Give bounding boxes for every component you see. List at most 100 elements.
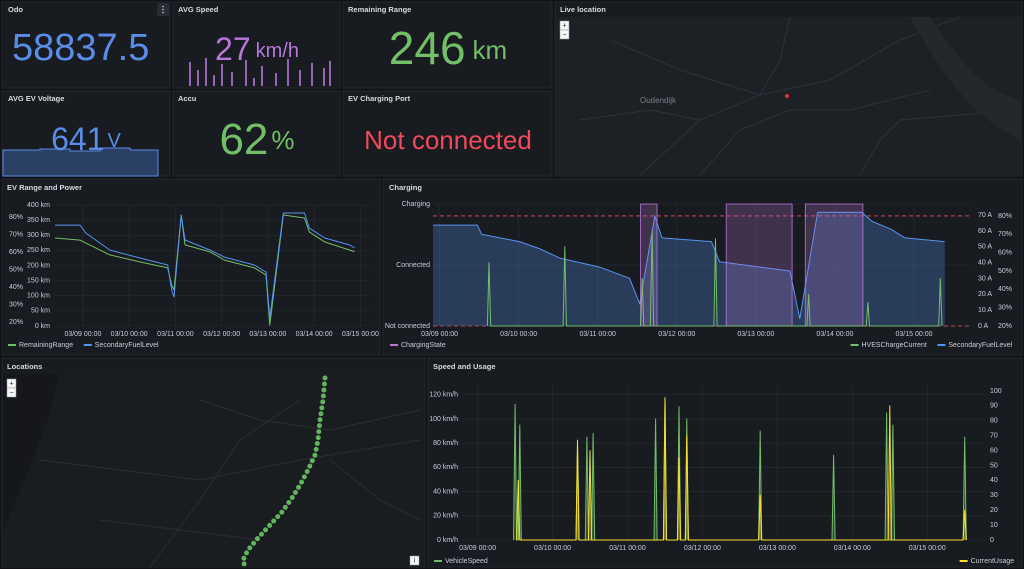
state-segment bbox=[725, 203, 793, 327]
menu-dot bbox=[162, 11, 164, 14]
map-sea bbox=[3, 374, 60, 530]
stat-value: 246 km bbox=[389, 22, 507, 74]
y2-tick-label: 30 bbox=[990, 492, 998, 499]
panel-title: Odo bbox=[8, 5, 23, 14]
legend-swatch bbox=[390, 344, 398, 346]
panel bbox=[342, 90, 553, 177]
y2-tick-label: 40% bbox=[9, 284, 23, 291]
x-tick-label: 03/09 00:00 bbox=[421, 331, 458, 338]
legend-label: HVESChargeCurrent bbox=[862, 342, 927, 349]
y2-tick-label: 80 bbox=[990, 418, 998, 425]
y3-tick-label: 30% bbox=[998, 304, 1012, 311]
y2-tick-label: 80% bbox=[9, 214, 23, 221]
map[interactable] bbox=[3, 374, 424, 567]
y2-tick-label: 20 A bbox=[978, 291, 992, 298]
x-tick-label: 03/09 00:00 bbox=[459, 545, 496, 552]
stat-unit: V bbox=[108, 130, 122, 152]
zoom-out-label: − bbox=[9, 389, 13, 396]
zoom-out[interactable] bbox=[559, 29, 570, 40]
x-tick-label: 03/15 00:00 bbox=[896, 331, 933, 338]
y-tick-label: 0 km/h bbox=[437, 537, 458, 544]
y2-tick-label: 70 bbox=[990, 433, 998, 440]
x-tick-label: 03/11 00:00 bbox=[579, 331, 616, 338]
info-label: i bbox=[414, 557, 416, 564]
y2-tick-label: 50 A bbox=[978, 244, 992, 251]
legend-swatch bbox=[850, 344, 859, 346]
y-tick-label: 80 km/h bbox=[433, 440, 458, 447]
x-tick-label: 03/10 00:00 bbox=[500, 331, 537, 338]
info-button[interactable] bbox=[409, 555, 420, 566]
legend-swatch bbox=[434, 560, 442, 562]
y-tick-label: 0 km bbox=[35, 323, 50, 330]
zoom-out[interactable] bbox=[6, 387, 17, 398]
panel bbox=[342, 1, 553, 89]
y3-tick-label: 20% bbox=[998, 323, 1012, 330]
x-tick-label: 03/13 00:00 bbox=[249, 331, 286, 338]
y2-tick-label: 0 A bbox=[978, 323, 988, 330]
series-line bbox=[55, 212, 355, 319]
stat-value: 58837.5 bbox=[12, 27, 149, 69]
stat-value: 62% bbox=[219, 115, 294, 164]
panel-title: AVG EV Voltage bbox=[8, 94, 64, 103]
x-tick-label: 03/10 00:00 bbox=[111, 331, 148, 338]
y-tick-label: 350 km bbox=[27, 217, 50, 224]
y2-tick-label: 20% bbox=[9, 319, 23, 326]
y2-tick-label: 40 A bbox=[978, 259, 992, 266]
x-tick-label: 03/09 00:00 bbox=[64, 331, 101, 338]
legend-label: RemainingRange bbox=[19, 342, 73, 349]
x-tick-label: 03/12 00:00 bbox=[658, 331, 695, 338]
y2-tick-label: 60 bbox=[990, 447, 998, 454]
y3-tick-label: 40% bbox=[998, 286, 1012, 293]
x-tick-label: 03/13 00:00 bbox=[737, 331, 774, 338]
legend-label: SecondaryFuelLevel bbox=[948, 342, 1012, 349]
y2-tick-label: 70 A bbox=[978, 212, 992, 219]
y2-tick-label: 30 A bbox=[978, 275, 992, 282]
y-tick-label: 300 km bbox=[27, 232, 50, 239]
panel bbox=[172, 90, 341, 177]
y-tick-label: 100 km/h bbox=[429, 416, 458, 423]
state-segment bbox=[804, 203, 864, 327]
x-tick-label: 03/11 00:00 bbox=[609, 545, 646, 552]
y2-tick-label: 40 bbox=[990, 477, 998, 484]
y-tick-label: 100 km bbox=[27, 293, 50, 300]
y-tick-label: 400 km bbox=[27, 202, 50, 209]
panel-title: Speed and Usage bbox=[433, 362, 496, 371]
x-tick-label: 03/12 00:00 bbox=[203, 331, 240, 338]
series-line bbox=[433, 211, 945, 320]
series-line bbox=[486, 230, 943, 327]
y-tick-label: Connected bbox=[396, 262, 430, 269]
stat-value: 641 V bbox=[51, 121, 121, 157]
y-tick-label: Not connected bbox=[385, 323, 430, 330]
legend-label: CurrentUsage bbox=[971, 558, 1015, 565]
x-tick-label: 03/15 00:00 bbox=[342, 331, 379, 338]
legend-swatch bbox=[959, 560, 968, 562]
x-tick-label: 03/12 00:00 bbox=[684, 545, 721, 552]
panel-title: Remaining Range bbox=[348, 5, 411, 14]
y-tick-label: 200 km bbox=[27, 262, 50, 269]
panel-title: EV Charging Port bbox=[348, 94, 411, 103]
y-tick-label: 20 km/h bbox=[433, 513, 458, 520]
y-tick-label: 250 km bbox=[27, 247, 50, 254]
y2-tick-label: 30% bbox=[9, 301, 23, 308]
zoom-in-label: + bbox=[9, 380, 13, 387]
menu-dot bbox=[162, 8, 164, 11]
y-tick-label: 40 km/h bbox=[433, 488, 458, 495]
legend-label: SecondaryFuelLevel bbox=[95, 342, 159, 349]
stat-number: 62 bbox=[219, 115, 268, 164]
y2-tick-label: 50 bbox=[990, 462, 998, 469]
legend-swatch bbox=[937, 344, 946, 346]
x-tick-label: 03/10 00:00 bbox=[534, 545, 571, 552]
stat-number: 641 bbox=[51, 121, 104, 157]
map-water bbox=[910, 17, 1021, 140]
sparkline bbox=[189, 58, 331, 86]
y3-tick-label: 60% bbox=[998, 249, 1012, 256]
x-tick-label: 03/11 00:00 bbox=[157, 331, 194, 338]
legend-swatch bbox=[83, 344, 92, 346]
x-tick-label: 03/13 00:00 bbox=[759, 545, 796, 552]
stat-number: 27 bbox=[215, 31, 251, 67]
map-label: Oudendijk bbox=[640, 96, 677, 105]
panel-title: EV Range and Power bbox=[7, 183, 82, 192]
y2-tick-label: 90 bbox=[990, 403, 998, 410]
map-marker bbox=[785, 94, 789, 98]
